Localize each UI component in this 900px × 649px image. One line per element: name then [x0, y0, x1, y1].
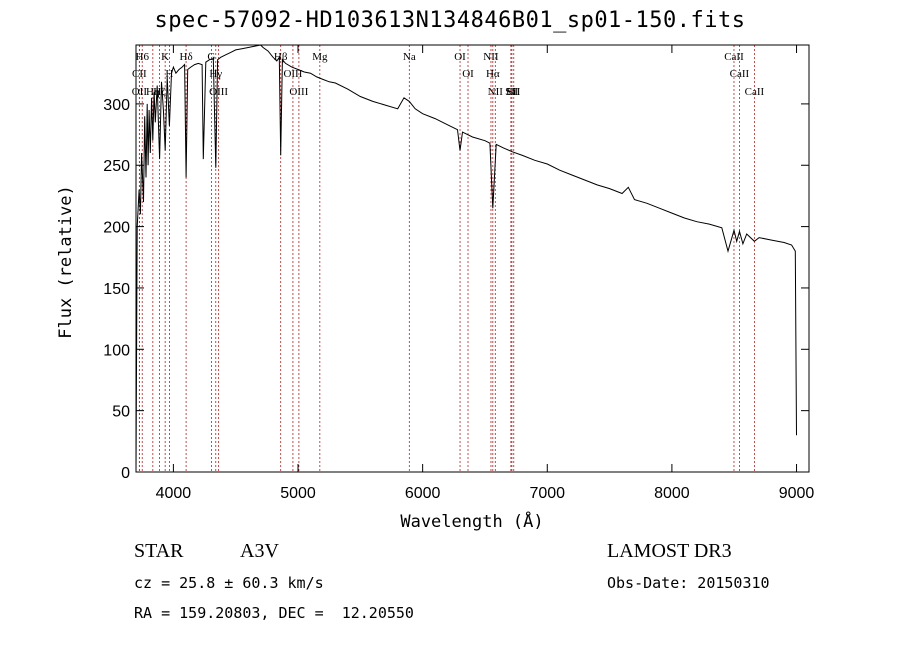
y-tick-label: 200 — [103, 220, 130, 237]
y-tick-label: 100 — [103, 342, 130, 359]
y-tick-label: 0 — [121, 465, 130, 482]
spectral-line-label: Hβ — [274, 51, 288, 63]
x-tick-label: 7000 — [529, 485, 565, 502]
y-tick-label: 50 — [112, 404, 130, 421]
survey-name: LAMOST DR3 — [607, 540, 732, 562]
observation-date: Obs-Date: 20150310 — [607, 574, 770, 592]
spectral-subclass: A3V — [240, 540, 279, 562]
spectral-line-label: CaII — [724, 51, 744, 63]
spectral-line-label: H6 — [136, 51, 150, 63]
x-tick-label: 8000 — [654, 485, 690, 502]
x-axis-label: Wavelength (Å) — [400, 512, 544, 532]
spectral-line-label: OIII — [289, 86, 308, 98]
spectral-line-label: CaII — [745, 86, 765, 98]
spectral-line-label: Hδ — [180, 51, 193, 63]
x-tick-label: 4000 — [156, 485, 192, 502]
spectral-line-label: SII — [507, 86, 521, 98]
spectral-line-label: OI — [462, 68, 474, 80]
spectral-line-markers — [138, 45, 755, 472]
spectral-line-label: Na — [403, 51, 416, 63]
x-axis-ticks: 4000 5000 6000 7000 8000 9000 — [156, 45, 815, 502]
chart-title: spec-57092-HD103613N134846B01_sp01-150.f… — [154, 8, 746, 33]
plot-frame — [135, 44, 810, 473]
y-tick-label: 150 — [103, 281, 130, 298]
spectral-line-label: NII — [488, 86, 504, 98]
object-class: STAR — [134, 540, 184, 562]
spectral-line-label: Mg — [312, 51, 328, 63]
spectral-line-label: Hγ — [209, 68, 222, 80]
coordinates: RA = 159.20803, DEC = 12.20550 — [134, 604, 414, 622]
x-tick-label: 5000 — [280, 485, 316, 502]
y-tick-label: 250 — [103, 158, 130, 175]
flux-series-line — [135, 44, 797, 473]
x-tick-label: 9000 — [779, 485, 815, 502]
spectral-line-label: H — [165, 68, 173, 80]
y-axis-label: Flux (relative) — [56, 185, 76, 339]
spectral-line-label: SII — [505, 86, 519, 98]
spectral-line-label: OIII — [209, 86, 228, 98]
y-tick-label: 300 — [103, 97, 130, 114]
spectral-line-label: G — [207, 51, 215, 63]
spectral-line-label: Hα — [486, 68, 500, 80]
spectral-line-label: CII — [132, 68, 147, 80]
spectral-line-label: OIII — [283, 68, 302, 80]
spectral-line-label: Hζ — [153, 86, 166, 98]
spectral-line-label: Li — [506, 86, 516, 98]
x-tick-label: 6000 — [405, 485, 441, 502]
spectral-line-label: K — [161, 51, 169, 63]
spectral-line-label: OI — [454, 51, 466, 63]
redshift-cz: cz = 25.8 ± 60.3 km/s — [134, 574, 324, 592]
spectral-line-label: NII — [483, 51, 499, 63]
y-axis-ticks: 0 50 100 150 200 250 300 — [103, 97, 809, 482]
spectral-line-label: CaII — [730, 68, 750, 80]
